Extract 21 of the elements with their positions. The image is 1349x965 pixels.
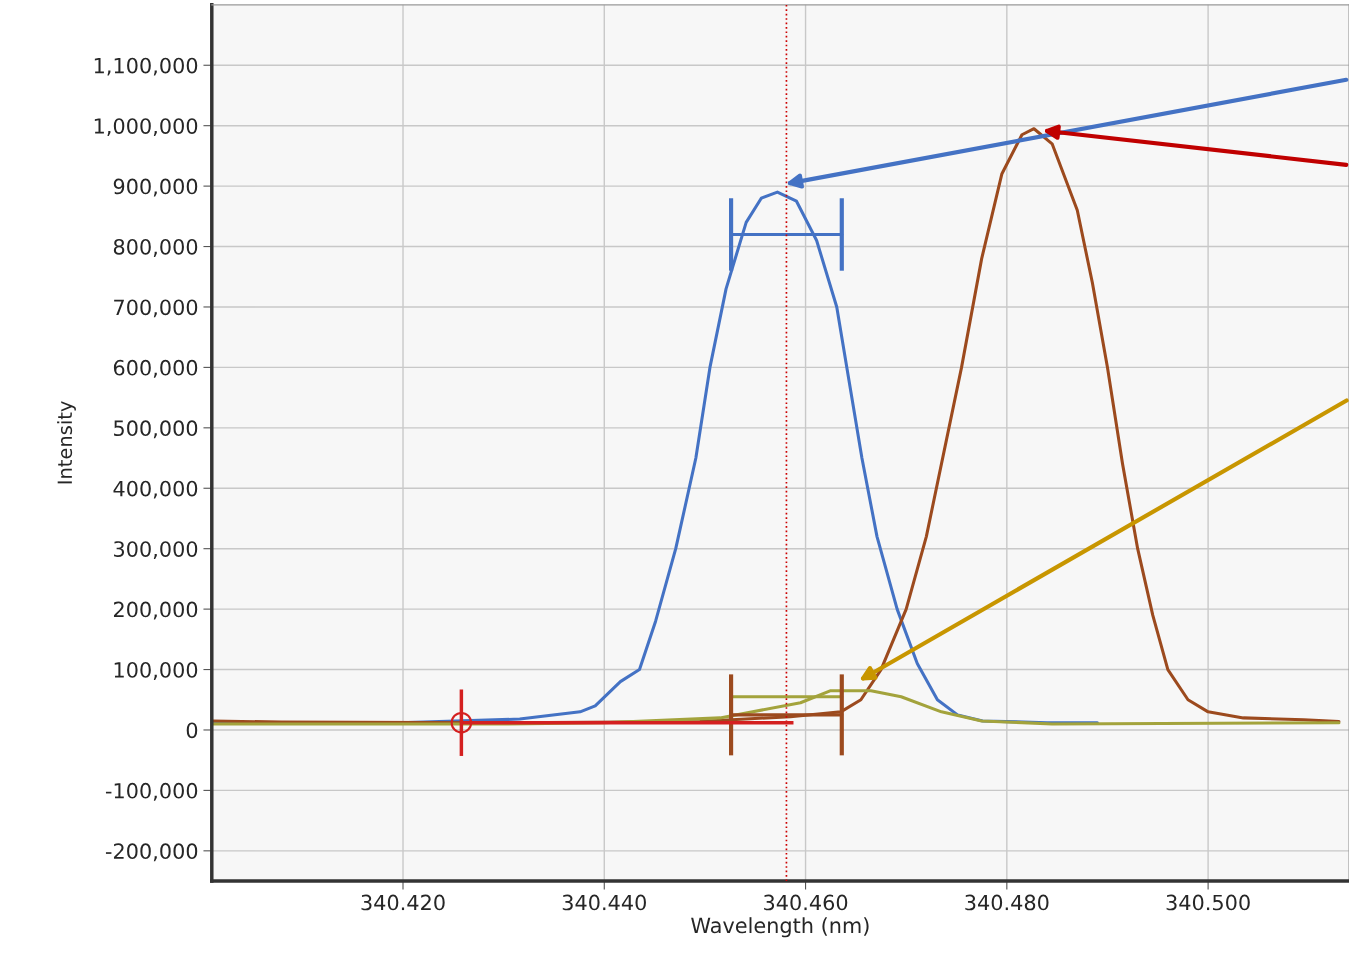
y-tick-label: 800,000: [113, 238, 198, 257]
x-tick-label: 340.480: [965, 894, 1049, 911]
y-tick-label: 900,000: [113, 178, 198, 197]
y-tick-label: -200,000: [105, 843, 198, 862]
y-tick-label: 1,100,000: [94, 57, 198, 76]
y-axis-title: Intensity: [57, 401, 76, 484]
y-tick-label: -100,000: [105, 782, 198, 801]
y-tick-label: 300,000: [114, 541, 198, 560]
y-tick-label: 500,000: [114, 420, 198, 439]
y-tick-label: 0: [186, 722, 198, 739]
x-axis-title: Wavelength (nm): [691, 917, 869, 938]
y-tick-label: 600,000: [113, 359, 198, 378]
y-tick-label: 400,000: [113, 480, 198, 499]
x-tick-label: 340.460: [764, 894, 848, 911]
y-tick-label: 700,000: [114, 299, 198, 318]
y-tick-label: 100,000: [114, 662, 198, 680]
x-tick-label: 340.500: [1166, 894, 1250, 911]
x-tick-label: 340.440: [562, 894, 646, 911]
y-tick-label: 1,000,000: [94, 118, 198, 137]
x-tick-label: 340.420: [361, 894, 445, 911]
y-tick-label: 200,000: [113, 601, 198, 620]
